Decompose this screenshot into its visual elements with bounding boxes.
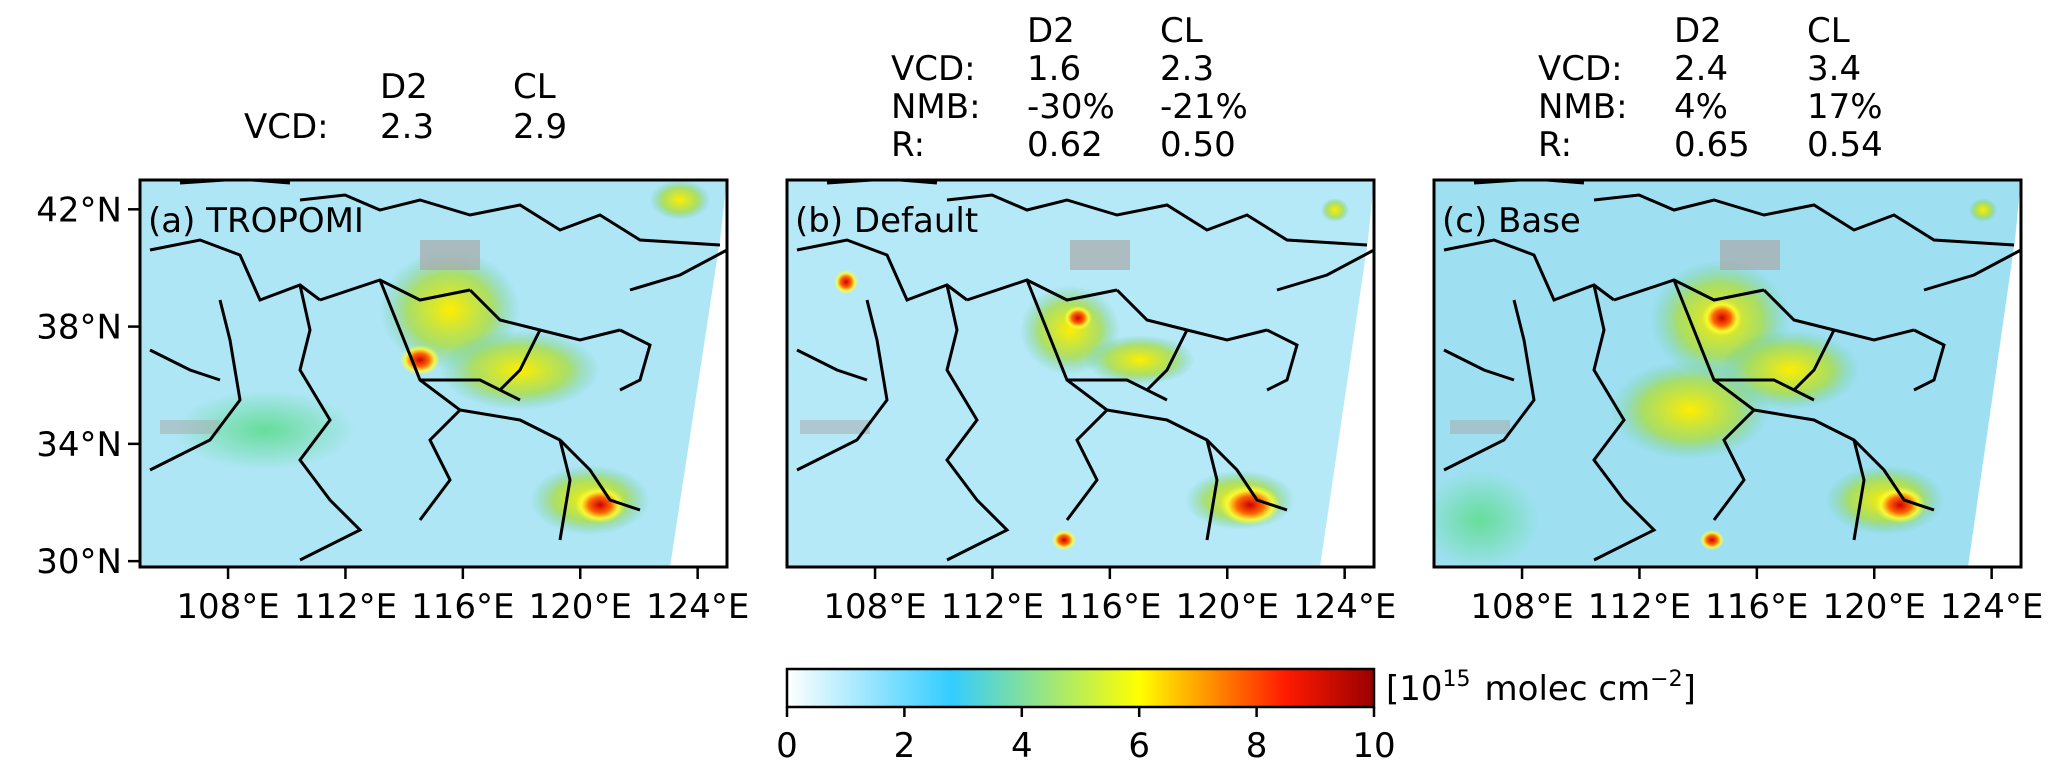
colorbar-tick-label-3: 6 (1128, 726, 1150, 766)
panel-a-header-d2: D2 (380, 67, 428, 107)
panel-c: D2 CL VCD: 2.4 3.4 NMB: 4% 17% R: 0.65 0… (1432, 11, 2043, 627)
panel-c-lon-tick-label-4: 124°E (1940, 587, 2043, 627)
lat-tick-label-0: 42°N (36, 190, 122, 230)
panel-b: D2 CL VCD: 1.6 2.3 NMB: -30% -21% R: 0.6… (785, 11, 1396, 627)
panel-b-frame (785, 178, 1376, 569)
panel-a-label: (a) TROPOMI (148, 201, 364, 241)
panel-b-stat-r-name: R: (891, 125, 925, 165)
panel-b-lon-tick-label-4: 124°E (1293, 587, 1396, 627)
panel-b-map (787, 180, 1374, 567)
latitude-axis: 42°N 38°N 34°N 30°N (36, 190, 140, 582)
panel-a-stat-cl: 2.9 (513, 107, 567, 147)
panel-c-stat-vcd-name: VCD: (1538, 49, 1623, 89)
lat-tick-label-3: 30°N (36, 542, 122, 582)
panel-b-stat-r-d2: 0.62 (1027, 125, 1103, 165)
panel-b-header-cl: CL (1160, 11, 1203, 51)
panel-a-frame (138, 178, 729, 569)
panel-b-stat-vcd-d2: 1.6 (1027, 49, 1081, 89)
colorbar-tick-label-5: 10 (1352, 726, 1395, 766)
panel-c-header-d2: D2 (1674, 11, 1722, 51)
panel-b-stat-nmb-name: NMB: (891, 87, 981, 127)
panel-a-stats: D2 CL VCD: 2.3 2.9 (244, 67, 567, 147)
panel-a: D2 CL VCD: 2.3 2.9 (36, 67, 749, 627)
panel-b-lon-tick-label-3: 120°E (1176, 587, 1279, 627)
panel-c-stat-r-name: R: (1538, 125, 1572, 165)
colorbar-unit-mid: molec cm (1485, 669, 1651, 709)
panel-c-stat-nmb-d2: 4% (1674, 87, 1728, 127)
lat-tick-label-2: 34°N (36, 425, 122, 465)
panel-c-stat-nmb-cl: 17% (1807, 87, 1883, 127)
panel-b-stat-nmb-cl: -21% (1160, 87, 1248, 127)
panel-b-lon-tick-label-1: 112°E (941, 587, 1044, 627)
colorbar-ticks: 0 2 4 6 8 10 (776, 707, 1396, 766)
panel-c-header-cl: CL (1807, 11, 1850, 51)
colorbar-tick-label-0: 0 (776, 726, 798, 766)
panel-b-stat-nmb-d2: -30% (1027, 87, 1115, 127)
colorbar-tick-label-1: 2 (894, 726, 916, 766)
panel-a-stat-d2: 2.3 (380, 107, 434, 147)
panel-a-stat-name: VCD: (244, 107, 329, 147)
panel-c-stat-nmb-name: NMB: (1538, 87, 1628, 127)
panel-c-stats: D2 CL VCD: 2.4 3.4 NMB: 4% 17% R: 0.65 0… (1538, 11, 1883, 165)
colorbar-unit-open: [10 (1386, 669, 1443, 709)
panel-c-lon-tick-label-0: 108°E (1470, 587, 1573, 627)
panel-b-stat-vcd-cl: 2.3 (1160, 49, 1214, 89)
panel-b-header-d2: D2 (1027, 11, 1075, 51)
colorbar-gradient (785, 667, 1376, 709)
colorbar-unit-exponent2: −2 (1650, 667, 1682, 692)
panel-c-lon-tick-label-3: 120°E (1823, 587, 1926, 627)
panel-b-lon-tick-label-0: 108°E (823, 587, 926, 627)
lat-tick-label-1: 38°N (36, 308, 122, 348)
panel-b-stat-vcd-name: VCD: (891, 49, 976, 89)
panel-b-longitude-axis: 108°E 112°E 116°E 120°E 124°E (823, 567, 1396, 627)
panel-c-lon-tick-label-1: 112°E (1588, 587, 1691, 627)
panel-c-stat-r-d2: 0.65 (1674, 125, 1750, 165)
panel-c-label: (c) Base (1442, 201, 1581, 241)
colorbar-unit: [1015 molec cm−2] (1386, 667, 1696, 709)
panel-a-lon-tick-label-3: 120°E (529, 587, 632, 627)
colorbar-tick-label-2: 4 (1011, 726, 1033, 766)
panel-a-lon-tick-label-0: 108°E (176, 587, 279, 627)
panel-a-lon-tick-label-2: 116°E (411, 587, 514, 627)
panel-b-stat-r-cl: 0.50 (1160, 125, 1236, 165)
colorbar-unit-exponent: 15 (1443, 667, 1471, 692)
panel-c-stat-r-cl: 0.54 (1807, 125, 1883, 165)
colorbar-unit-close: ] (1683, 669, 1696, 709)
panel-b-label: (b) Default (795, 201, 978, 241)
panel-c-lon-tick-label-2: 116°E (1705, 587, 1808, 627)
panel-c-longitude-axis: 108°E 112°E 116°E 120°E 124°E (1470, 567, 2043, 627)
panel-a-header-cl: CL (513, 67, 556, 107)
panel-b-stats: D2 CL VCD: 1.6 2.3 NMB: -30% -21% R: 0.6… (891, 11, 1248, 165)
panel-c-stat-vcd-cl: 3.4 (1807, 49, 1861, 89)
panel-a-longitude-axis: 108°E 112°E 116°E 120°E 124°E (176, 567, 749, 627)
panel-a-lon-tick-label-1: 112°E (294, 587, 397, 627)
colorbar: 0 2 4 6 8 10 [1015 molec cm−2] (776, 667, 1696, 766)
panel-c-stat-vcd-d2: 2.4 (1674, 49, 1728, 89)
panel-a-lon-tick-label-4: 124°E (646, 587, 749, 627)
panel-a-map (140, 180, 727, 567)
panel-c-frame (1432, 178, 2023, 569)
panel-b-lon-tick-label-2: 116°E (1058, 587, 1161, 627)
colorbar-tick-label-4: 8 (1246, 726, 1268, 766)
